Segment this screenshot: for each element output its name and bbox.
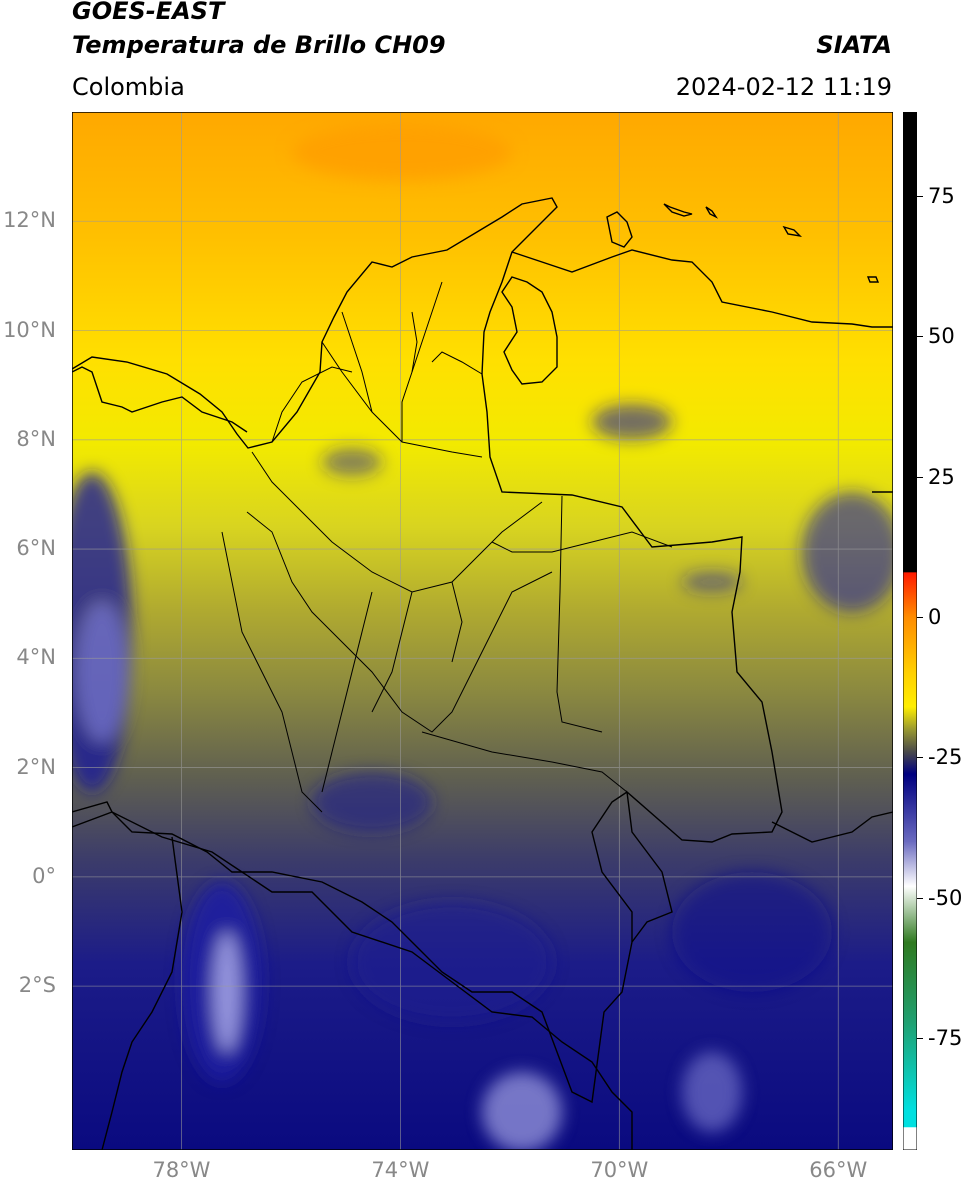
satellite-map xyxy=(72,112,893,1150)
colorbar-scale xyxy=(902,111,918,1151)
colorbar-tick-label: 0 xyxy=(928,604,942,629)
colorbar-tick xyxy=(917,476,923,478)
latitude-label: 10°N xyxy=(3,317,56,342)
colorbar-tick-label: -50 xyxy=(928,885,963,910)
latitude-label: 0° xyxy=(32,863,56,888)
colorbar-tick-label: 75 xyxy=(928,184,955,209)
latitude-label: 12°N xyxy=(3,208,56,233)
colorbar-tick xyxy=(917,616,923,618)
department-boundaries xyxy=(221,281,673,813)
colorbar-tick-label: -75 xyxy=(928,1025,963,1050)
colorbar-tick xyxy=(917,196,923,198)
latitude-label: 2°S xyxy=(18,973,56,998)
colorbar-tick-label: -25 xyxy=(928,745,963,770)
colorbar-tick-label: 25 xyxy=(928,464,955,489)
longitude-label: 66°W xyxy=(809,1158,868,1182)
satellite-title: GOES-EAST xyxy=(72,0,225,25)
colorbar-tick xyxy=(917,1037,923,1039)
region-subtitle: Colombia xyxy=(72,73,185,101)
longitude-label: 74°W xyxy=(371,1158,430,1182)
latitude-label: 6°N xyxy=(16,536,56,561)
colorbar-tick xyxy=(917,336,923,338)
latitude-label: 8°N xyxy=(16,426,56,451)
datetime-label: 2024-02-12 11:19 xyxy=(675,73,892,101)
latitude-label: 4°N xyxy=(16,645,56,670)
latitude-label: 2°N xyxy=(16,754,56,779)
country-boundaries xyxy=(72,197,893,1150)
colorbar-tick xyxy=(917,897,923,899)
graticule xyxy=(72,112,893,1150)
longitude-label: 78°W xyxy=(152,1158,211,1182)
colorbar xyxy=(902,111,918,1151)
longitude-label: 70°W xyxy=(590,1158,649,1182)
colorbar-tick-label: 50 xyxy=(928,324,955,349)
colorbar-fill xyxy=(902,111,918,1151)
product-title: Temperatura de Brillo CH09 xyxy=(72,31,446,59)
map-canvas xyxy=(72,112,893,1150)
agency-label: SIATA xyxy=(816,31,892,59)
colorbar-tick xyxy=(917,757,923,759)
